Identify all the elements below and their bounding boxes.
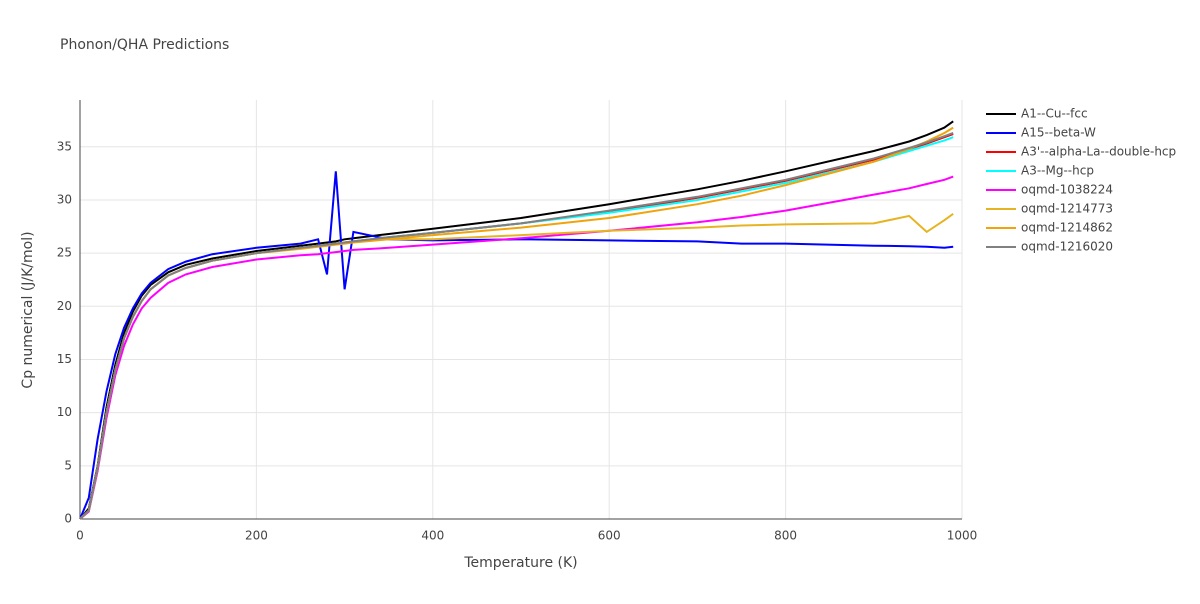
chart-title: Phonon/QHA Predictions [60,37,229,53]
y-axis-label: Cp numerical (J/K/mol) [20,231,36,388]
legend-label: A3'--alpha-La--double-hcp [1021,145,1176,159]
y-tick-label: 20 [57,299,72,313]
series-line [79,133,954,520]
legend-label: oqmd-1038224 [1021,183,1113,197]
legend-label: oqmd-1214773 [1021,202,1113,216]
y-tick-label: 5 [64,458,72,472]
legend-label: oqmd-1214862 [1021,221,1113,235]
series-line [79,136,954,520]
x-tick-label: 0 [76,529,84,543]
x-tick-label: 600 [598,529,621,543]
x-tick-label: 200 [245,529,268,543]
legend-label: oqmd-1216020 [1021,240,1113,254]
series-line [79,120,954,520]
x-tick-label: 1000 [947,529,978,543]
y-tick-label: 0 [64,512,72,526]
y-tick-label: 10 [57,405,72,419]
y-tick-label: 30 [57,192,72,206]
legend-label: A15--beta-W [1021,126,1096,140]
x-tick-label: 800 [774,529,797,543]
y-tick-label: 35 [57,139,72,153]
x-axis-label: Temperature (K) [463,555,577,571]
y-tick-label: 25 [57,246,72,260]
legend-label: A3--Mg--hcp [1021,164,1094,178]
y-tick-label: 15 [57,352,72,366]
x-tick-label: 400 [421,529,444,543]
legend-label: A1--Cu--fcc [1021,107,1088,121]
series-line [79,126,954,520]
series-line [79,171,954,520]
series-line [79,132,954,520]
series-line [79,175,954,520]
